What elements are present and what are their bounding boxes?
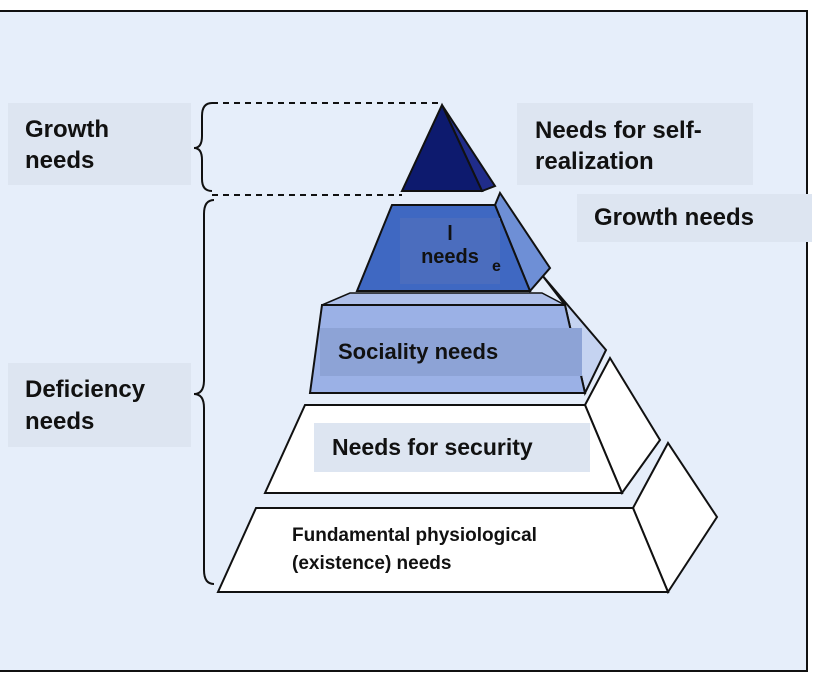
tier-physiological-front: [216, 507, 670, 593]
self-realization-label: Needs for self- realization: [517, 103, 753, 185]
esteem-needs-label: l needs: [400, 218, 500, 284]
tier-self-realization-front: [400, 102, 484, 192]
growth-needs-label-left: Growth needs: [8, 103, 191, 185]
tier-sociality-top: [321, 292, 566, 306]
deficiency-brace: [193, 199, 215, 585]
security-needs-label: Needs for security: [314, 423, 590, 472]
esteem-needs-clipped-text: e: [492, 258, 501, 275]
deficiency-needs-label: Deficiency needs: [8, 363, 191, 447]
growth-needs-label-right: Growth needs: [577, 194, 812, 242]
sociality-needs-label: Sociality needs: [320, 328, 582, 376]
physiological-needs-label: Fundamental physiological (existence) ne…: [292, 525, 537, 574]
growth-brace: [193, 102, 213, 192]
